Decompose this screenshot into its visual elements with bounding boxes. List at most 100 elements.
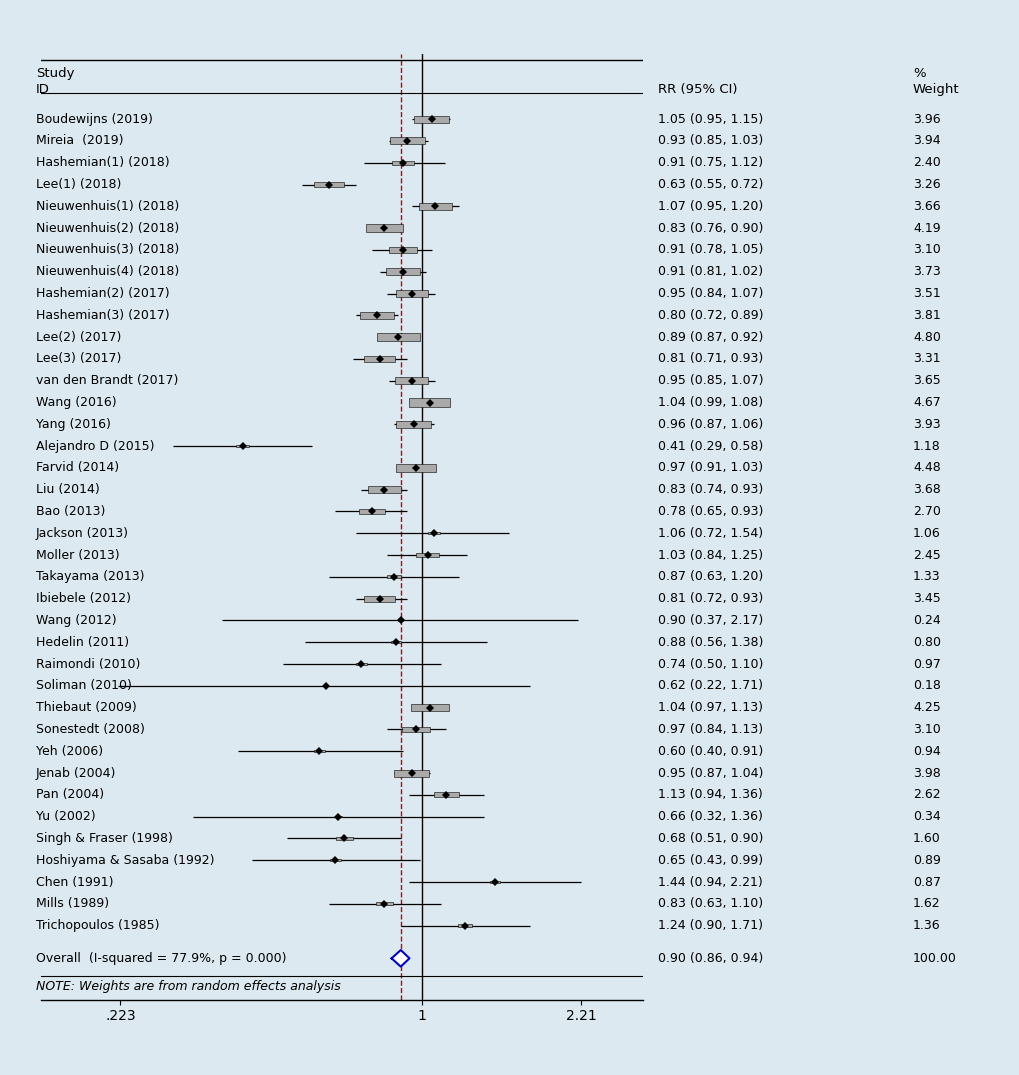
Text: 0.63 (0.55, 0.72): 0.63 (0.55, 0.72) (657, 178, 762, 191)
Text: 0.34: 0.34 (912, 811, 940, 823)
Text: 3.94: 3.94 (912, 134, 940, 147)
FancyBboxPatch shape (434, 792, 459, 798)
FancyBboxPatch shape (393, 770, 429, 776)
Text: Moller (2013): Moller (2013) (36, 548, 119, 561)
Text: Trichopoulos (1985): Trichopoulos (1985) (36, 919, 159, 932)
FancyBboxPatch shape (236, 445, 249, 447)
Text: 0.81 (0.71, 0.93): 0.81 (0.71, 0.93) (657, 353, 762, 366)
FancyBboxPatch shape (416, 553, 439, 557)
Text: 2.70: 2.70 (912, 505, 940, 518)
Text: 3.68: 3.68 (912, 483, 940, 497)
Text: Yeh (2006): Yeh (2006) (36, 745, 103, 758)
Text: 3.73: 3.73 (912, 266, 940, 278)
FancyBboxPatch shape (364, 596, 394, 602)
Text: Ibiebele (2012): Ibiebele (2012) (36, 592, 130, 605)
Polygon shape (391, 950, 409, 966)
Text: 0.65 (0.43, 0.99): 0.65 (0.43, 0.99) (657, 854, 762, 866)
Text: Hashemian(1) (2018): Hashemian(1) (2018) (36, 156, 169, 169)
Text: Alejandro D (2015): Alejandro D (2015) (36, 440, 154, 453)
Text: Boudewijns (2019): Boudewijns (2019) (36, 113, 153, 126)
Text: RR (95% CI): RR (95% CI) (657, 83, 737, 97)
FancyBboxPatch shape (395, 464, 435, 472)
FancyBboxPatch shape (414, 116, 449, 123)
Text: 1.62: 1.62 (912, 898, 940, 911)
FancyBboxPatch shape (360, 312, 393, 318)
Text: Farvid (2014): Farvid (2014) (36, 461, 118, 474)
Text: Hashemian(3) (2017): Hashemian(3) (2017) (36, 309, 169, 321)
FancyBboxPatch shape (377, 333, 419, 341)
Text: Chen (1991): Chen (1991) (36, 875, 113, 889)
Text: 0.83 (0.74, 0.93): 0.83 (0.74, 0.93) (657, 483, 762, 497)
Text: 0.89: 0.89 (912, 854, 940, 866)
Text: 0.90 (0.86, 0.94): 0.90 (0.86, 0.94) (657, 951, 762, 965)
Text: Yang (2016): Yang (2016) (36, 418, 110, 431)
Text: 4.19: 4.19 (912, 221, 940, 234)
Text: 0.68 (0.51, 0.90): 0.68 (0.51, 0.90) (657, 832, 762, 845)
Text: Soliman (2010): Soliman (2010) (36, 679, 131, 692)
Text: 2.62: 2.62 (912, 788, 940, 801)
Text: 0.83 (0.63, 1.10): 0.83 (0.63, 1.10) (657, 898, 762, 911)
Text: 0.89 (0.87, 0.92): 0.89 (0.87, 0.92) (657, 331, 762, 344)
Text: 0.83 (0.76, 0.90): 0.83 (0.76, 0.90) (657, 221, 762, 234)
Text: 0.87: 0.87 (912, 875, 940, 889)
Text: van den Brandt (2017): van den Brandt (2017) (36, 374, 178, 387)
Text: 1.36: 1.36 (912, 919, 940, 932)
Text: 0.88 (0.56, 1.38): 0.88 (0.56, 1.38) (657, 635, 762, 649)
Text: 1.05 (0.95, 1.15): 1.05 (0.95, 1.15) (657, 113, 762, 126)
Text: 0.97 (0.91, 1.03): 0.97 (0.91, 1.03) (657, 461, 762, 474)
Text: Mills (1989): Mills (1989) (36, 898, 109, 911)
Text: 0.66 (0.32, 1.36): 0.66 (0.32, 1.36) (657, 811, 762, 823)
Text: 0.95 (0.84, 1.07): 0.95 (0.84, 1.07) (657, 287, 762, 300)
Text: 1.24 (0.90, 1.71): 1.24 (0.90, 1.71) (657, 919, 762, 932)
Text: 0.91 (0.75, 1.12): 0.91 (0.75, 1.12) (657, 156, 762, 169)
Text: 3.45: 3.45 (912, 592, 940, 605)
Text: Hoshiyama & Sasaba (1992): Hoshiyama & Sasaba (1992) (36, 854, 214, 866)
FancyBboxPatch shape (419, 203, 451, 210)
Text: 1.44 (0.94, 2.21): 1.44 (0.94, 2.21) (657, 875, 762, 889)
FancyBboxPatch shape (364, 356, 394, 362)
FancyBboxPatch shape (386, 575, 400, 578)
FancyBboxPatch shape (359, 510, 384, 514)
Text: 0.93 (0.85, 1.03): 0.93 (0.85, 1.03) (657, 134, 762, 147)
Text: 1.04 (0.97, 1.13): 1.04 (0.97, 1.13) (657, 701, 762, 714)
Text: Raimondi (2010): Raimondi (2010) (36, 658, 140, 671)
FancyBboxPatch shape (394, 377, 428, 384)
Text: 4.67: 4.67 (912, 396, 940, 408)
FancyBboxPatch shape (335, 816, 341, 817)
Text: 3.31: 3.31 (912, 353, 940, 366)
Text: Wang (2016): Wang (2016) (36, 396, 116, 408)
FancyBboxPatch shape (376, 902, 392, 905)
Text: Nieuwenhuis(2) (2018): Nieuwenhuis(2) (2018) (36, 221, 178, 234)
Text: 4.48: 4.48 (912, 461, 940, 474)
Text: 3.10: 3.10 (912, 243, 940, 257)
Text: Singh & Fraser (1998): Singh & Fraser (1998) (36, 832, 172, 845)
Text: Lee(3) (2017): Lee(3) (2017) (36, 353, 121, 366)
Text: Jackson (2013): Jackson (2013) (36, 527, 128, 540)
Text: 0.87 (0.63, 1.20): 0.87 (0.63, 1.20) (657, 571, 762, 584)
Text: 0.91 (0.78, 1.05): 0.91 (0.78, 1.05) (657, 243, 762, 257)
FancyBboxPatch shape (356, 663, 367, 665)
Text: Thiebaut (2009): Thiebaut (2009) (36, 701, 137, 714)
FancyBboxPatch shape (366, 225, 403, 232)
Text: 0.74 (0.50, 1.10): 0.74 (0.50, 1.10) (657, 658, 762, 671)
Text: Pan (2004): Pan (2004) (36, 788, 104, 801)
Text: 0.41 (0.29, 0.58): 0.41 (0.29, 0.58) (657, 440, 762, 453)
Text: Mireia  (2019): Mireia (2019) (36, 134, 123, 147)
Text: Nieuwenhuis(1) (2018): Nieuwenhuis(1) (2018) (36, 200, 178, 213)
Text: 1.18: 1.18 (912, 440, 940, 453)
Text: 3.26: 3.26 (912, 178, 940, 191)
Text: 3.93: 3.93 (912, 418, 940, 431)
Text: 0.95 (0.87, 1.04): 0.95 (0.87, 1.04) (657, 766, 762, 779)
Text: 1.60: 1.60 (912, 832, 940, 845)
FancyBboxPatch shape (391, 160, 414, 164)
Text: Wang (2012): Wang (2012) (36, 614, 116, 627)
FancyBboxPatch shape (397, 620, 404, 621)
Text: Jenab (2004): Jenab (2004) (36, 766, 116, 779)
FancyBboxPatch shape (314, 750, 324, 752)
FancyBboxPatch shape (336, 836, 353, 840)
Text: 2.40: 2.40 (912, 156, 940, 169)
FancyBboxPatch shape (391, 642, 400, 643)
Text: 1.06 (0.72, 1.54): 1.06 (0.72, 1.54) (657, 527, 762, 540)
FancyBboxPatch shape (388, 247, 417, 253)
Text: Hedelin (2011): Hedelin (2011) (36, 635, 128, 649)
